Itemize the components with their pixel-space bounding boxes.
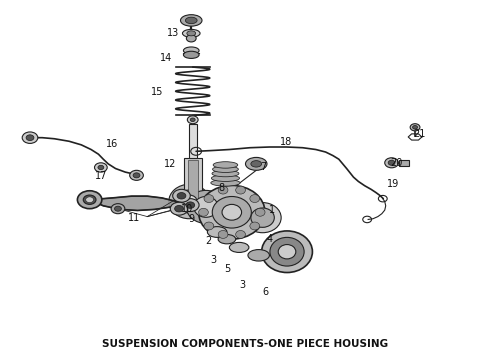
Ellipse shape [83,195,96,204]
Ellipse shape [212,197,251,228]
Ellipse shape [181,195,197,208]
Ellipse shape [413,126,417,129]
Ellipse shape [180,15,202,26]
Text: 10: 10 [180,204,193,214]
Ellipse shape [212,170,239,177]
Ellipse shape [213,166,238,172]
Ellipse shape [385,158,398,168]
Text: SUSPENSION COMPONENTS-ONE PIECE HOUSING: SUSPENSION COMPONENTS-ONE PIECE HOUSING [102,339,388,349]
Bar [399,160,409,166]
Ellipse shape [185,17,197,24]
Ellipse shape [130,170,144,180]
Ellipse shape [388,160,395,165]
Ellipse shape [22,132,38,143]
Ellipse shape [244,203,281,233]
Text: 19: 19 [387,179,399,189]
Ellipse shape [182,30,200,37]
Text: 1: 1 [269,206,274,216]
Ellipse shape [170,202,188,215]
Ellipse shape [183,51,199,58]
Text: 5: 5 [224,264,231,274]
Ellipse shape [111,204,125,214]
Text: 3: 3 [239,280,245,290]
Ellipse shape [218,186,228,194]
Ellipse shape [207,226,227,237]
Ellipse shape [115,206,122,211]
Ellipse shape [410,124,420,131]
Text: 15: 15 [151,87,164,97]
Ellipse shape [186,190,225,224]
Text: 7: 7 [261,162,267,172]
Ellipse shape [95,163,107,172]
Ellipse shape [77,191,102,209]
Polygon shape [90,196,190,211]
Ellipse shape [251,208,274,227]
Text: 20: 20 [391,158,403,168]
Ellipse shape [211,180,240,186]
Text: 3: 3 [211,255,217,265]
Ellipse shape [218,230,228,238]
Ellipse shape [245,157,267,170]
Ellipse shape [183,47,199,54]
Ellipse shape [187,201,198,210]
Ellipse shape [177,193,186,199]
Ellipse shape [172,189,190,202]
Text: 14: 14 [159,53,171,63]
Ellipse shape [186,35,196,42]
Ellipse shape [98,165,104,170]
Ellipse shape [213,162,238,168]
Ellipse shape [190,118,195,122]
Text: 8: 8 [218,183,224,193]
Text: 6: 6 [262,287,268,297]
Text: 12: 12 [164,159,177,169]
Ellipse shape [236,186,245,194]
Ellipse shape [204,195,214,203]
Ellipse shape [175,190,203,213]
Ellipse shape [86,197,94,203]
Bar [184,158,201,202]
Text: 2: 2 [205,236,211,246]
Ellipse shape [278,244,296,259]
Ellipse shape [255,208,265,216]
Ellipse shape [26,135,34,140]
Ellipse shape [218,234,236,244]
Ellipse shape [222,204,242,220]
Text: 13: 13 [167,28,179,38]
Ellipse shape [229,242,249,252]
Ellipse shape [262,231,313,273]
Text: 9: 9 [189,215,195,224]
Ellipse shape [187,31,196,36]
Bar [189,125,196,158]
Text: 11: 11 [128,213,140,222]
Ellipse shape [204,222,214,230]
Ellipse shape [187,116,198,124]
Ellipse shape [250,222,260,230]
Ellipse shape [251,161,262,167]
Text: 21: 21 [414,129,426,139]
Ellipse shape [190,203,196,207]
Text: 4: 4 [267,234,273,244]
Bar [188,160,197,200]
Ellipse shape [211,175,240,181]
Ellipse shape [236,230,245,238]
Ellipse shape [198,208,208,216]
Ellipse shape [198,185,265,239]
Ellipse shape [194,197,218,217]
Text: 18: 18 [280,138,293,147]
Ellipse shape [186,202,195,208]
Text: 16: 16 [106,139,118,149]
Ellipse shape [270,237,304,266]
Ellipse shape [174,206,183,212]
Ellipse shape [133,173,140,178]
Text: 17: 17 [95,171,107,181]
Ellipse shape [250,195,260,203]
Ellipse shape [248,249,270,261]
Ellipse shape [181,199,199,212]
Ellipse shape [169,184,210,219]
